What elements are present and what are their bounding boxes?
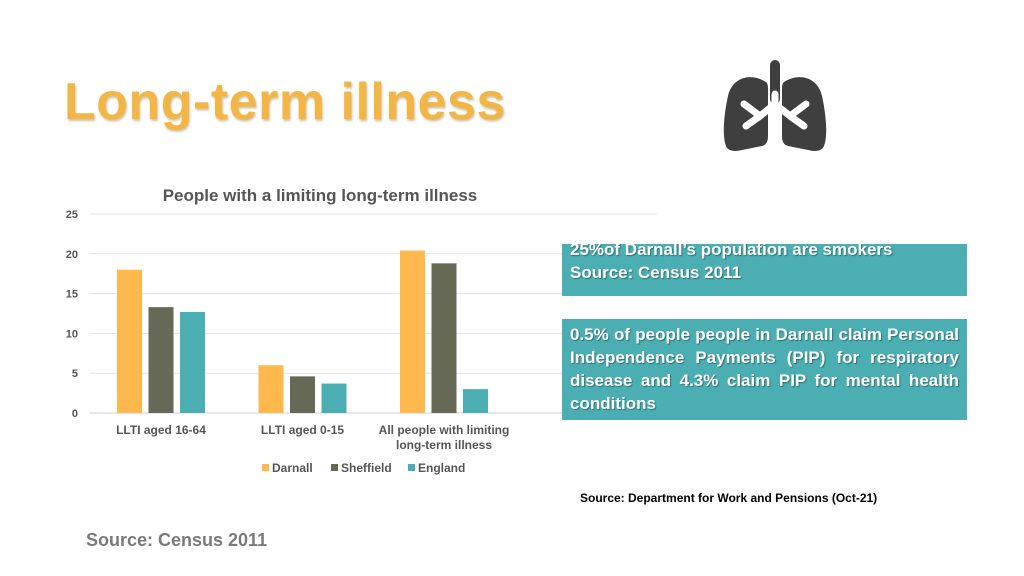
smokers-text: 25%of Darnall’s population are smokers [570,244,893,259]
x-tick-label: LLTI aged 16-64 [116,423,206,437]
legend-swatch-darnall [262,464,269,471]
y-tick-label: 10 [66,328,78,340]
legend-swatch-sheffield [331,464,338,471]
source-census: Source: Census 2011 [86,530,268,550]
smokers-info-box: 25%of Darnall’s population are smokers S… [562,244,967,296]
source-dwp: Source: Department for Work and Pensions… [580,491,878,505]
smokers-source: Source: Census 2011 [570,263,742,282]
bar-sheffield [431,263,457,413]
pip-info-box: 0.5% of people people in Darnall claim P… [562,319,967,420]
legend-label-sheffield: Sheffield [341,461,392,475]
y-tick-label: 0 [72,408,78,420]
lungs-icon [723,60,827,151]
x-tick-label: LLTI aged 0-15 [261,423,344,437]
bar-england [463,389,488,413]
legend-swatch-england [408,464,415,471]
y-tick-label: 15 [66,289,78,301]
legend-label-england: England [418,461,465,475]
y-tick-label: 25 [66,209,78,221]
bar-darnall [400,250,425,413]
y-tick-label: 20 [66,249,78,261]
bar-sheffield [148,307,174,413]
bar-darnall [258,365,284,413]
pip-text: 0.5% of people people in Darnall claim P… [570,325,959,413]
slide-title: Long-term illness [64,73,506,131]
bar-chart: People with a limiting long-term illness… [66,186,657,475]
bar-england [321,383,347,413]
bar-darnall [117,269,142,413]
bar-england [180,311,205,413]
chart-title: People with a limiting long-term illness [163,186,478,205]
bar-sheffield [290,376,315,413]
x-tick-label: All people with limiting long-term illnes… [379,423,510,452]
y-tick-label: 5 [72,368,78,380]
legend-label-darnall: Darnall [272,461,313,475]
